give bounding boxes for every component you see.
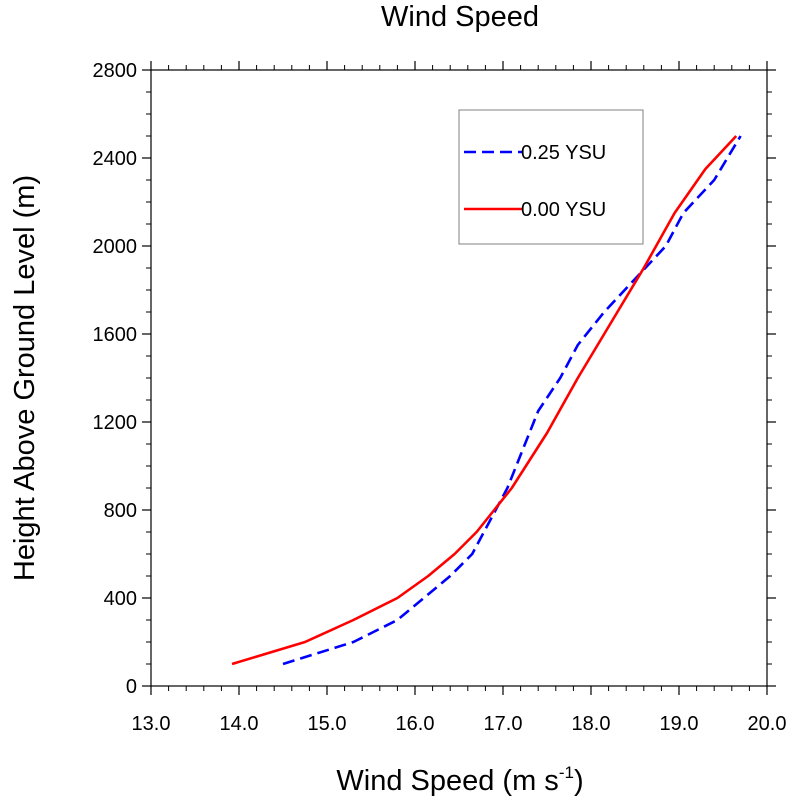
y-tick-label: 400 xyxy=(104,588,137,610)
axis-ticks: 13.0 14.0 15.0 16.0 17.0 18.0 19.0 20.0 0 400 800 1… xyxy=(93,60,787,735)
x-tick-label: 16.0 xyxy=(396,713,435,735)
y-tick-label: 2800 xyxy=(93,60,138,82)
x-axis-label-superscript: -1 xyxy=(559,763,574,782)
x-tick-label: 14.0 xyxy=(220,713,259,735)
x-tick-label: 20.0 xyxy=(748,713,787,735)
y-tick-label: 1200 xyxy=(93,412,138,434)
x-axis-label-main: Wind Speed (m s xyxy=(336,765,558,797)
legend-label-0-00-ysu: 0.00 YSU xyxy=(521,199,606,221)
x-axis-label: Wind Speed (m s-1) xyxy=(336,763,583,797)
x-tick-label: 18.0 xyxy=(572,713,611,735)
y-tick-label: 800 xyxy=(104,500,137,522)
series-line-0-25-ysu xyxy=(282,135,742,666)
y-tick-label: 1600 xyxy=(93,324,138,346)
x-tick-label: 17.0 xyxy=(484,713,523,735)
y-tick-label: 0 xyxy=(126,676,137,698)
x-tick-label: 13.0 xyxy=(132,713,171,735)
x-tick-label: 19.0 xyxy=(660,713,699,735)
series-lines xyxy=(231,135,742,666)
legend-label-0-25-ysu: 0.25 YSU xyxy=(521,142,606,164)
legend: 0.25 YSU 0.00 YSU xyxy=(458,109,644,245)
chart-title: Wind Speed xyxy=(381,1,539,33)
x-tick-label: 15.0 xyxy=(308,713,347,735)
legend-box xyxy=(458,109,644,245)
y-tick-label: 2400 xyxy=(93,148,138,170)
y-tick-label: 2000 xyxy=(93,236,138,258)
y-axis-label: Height Above Ground Level (m) xyxy=(9,175,41,581)
x-axis-label-close: ) xyxy=(574,765,584,797)
series-line-0-00-ysu xyxy=(231,135,738,666)
